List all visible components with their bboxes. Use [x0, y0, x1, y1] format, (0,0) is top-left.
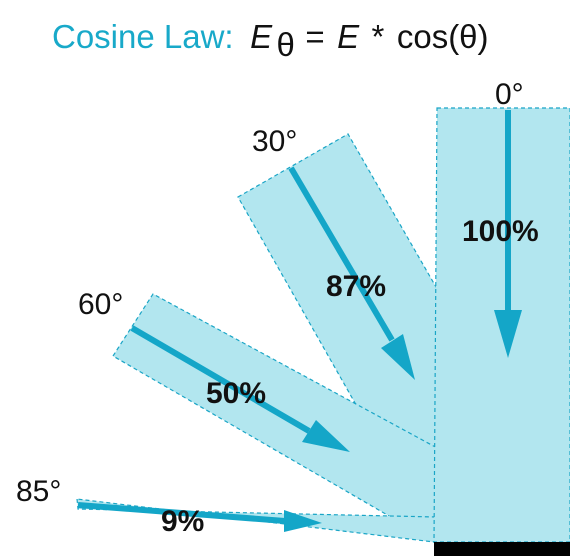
title-theta-subscript: θ: [277, 26, 295, 63]
diagram-title: Cosine Law: E θ = E * cos(θ): [52, 18, 489, 63]
receiving-surface: [434, 542, 570, 556]
arrow-60-deg: [130, 325, 350, 452]
angle-label-85: 85°: [16, 475, 61, 508]
angle-label-30: 30°: [252, 125, 297, 158]
arrow-30-deg: [288, 166, 415, 380]
arrow-85-deg: [77, 502, 322, 532]
percent-label-0: 100%: [462, 215, 539, 248]
title-e: E: [337, 18, 360, 55]
title-prefix: Cosine Law:: [52, 18, 234, 55]
percent-label-30: 87%: [326, 270, 386, 303]
title-e-theta: E: [250, 18, 273, 55]
percent-label-60: 50%: [206, 377, 266, 410]
arrow-0-deg: [494, 110, 522, 358]
title-cos: cos(θ): [397, 18, 489, 55]
angle-label-60: 60°: [78, 288, 123, 321]
percent-label-85: 9%: [161, 505, 204, 538]
angle-label-0: 0°: [495, 78, 524, 111]
title-times: *: [372, 18, 385, 55]
title-equals: =: [305, 18, 324, 55]
